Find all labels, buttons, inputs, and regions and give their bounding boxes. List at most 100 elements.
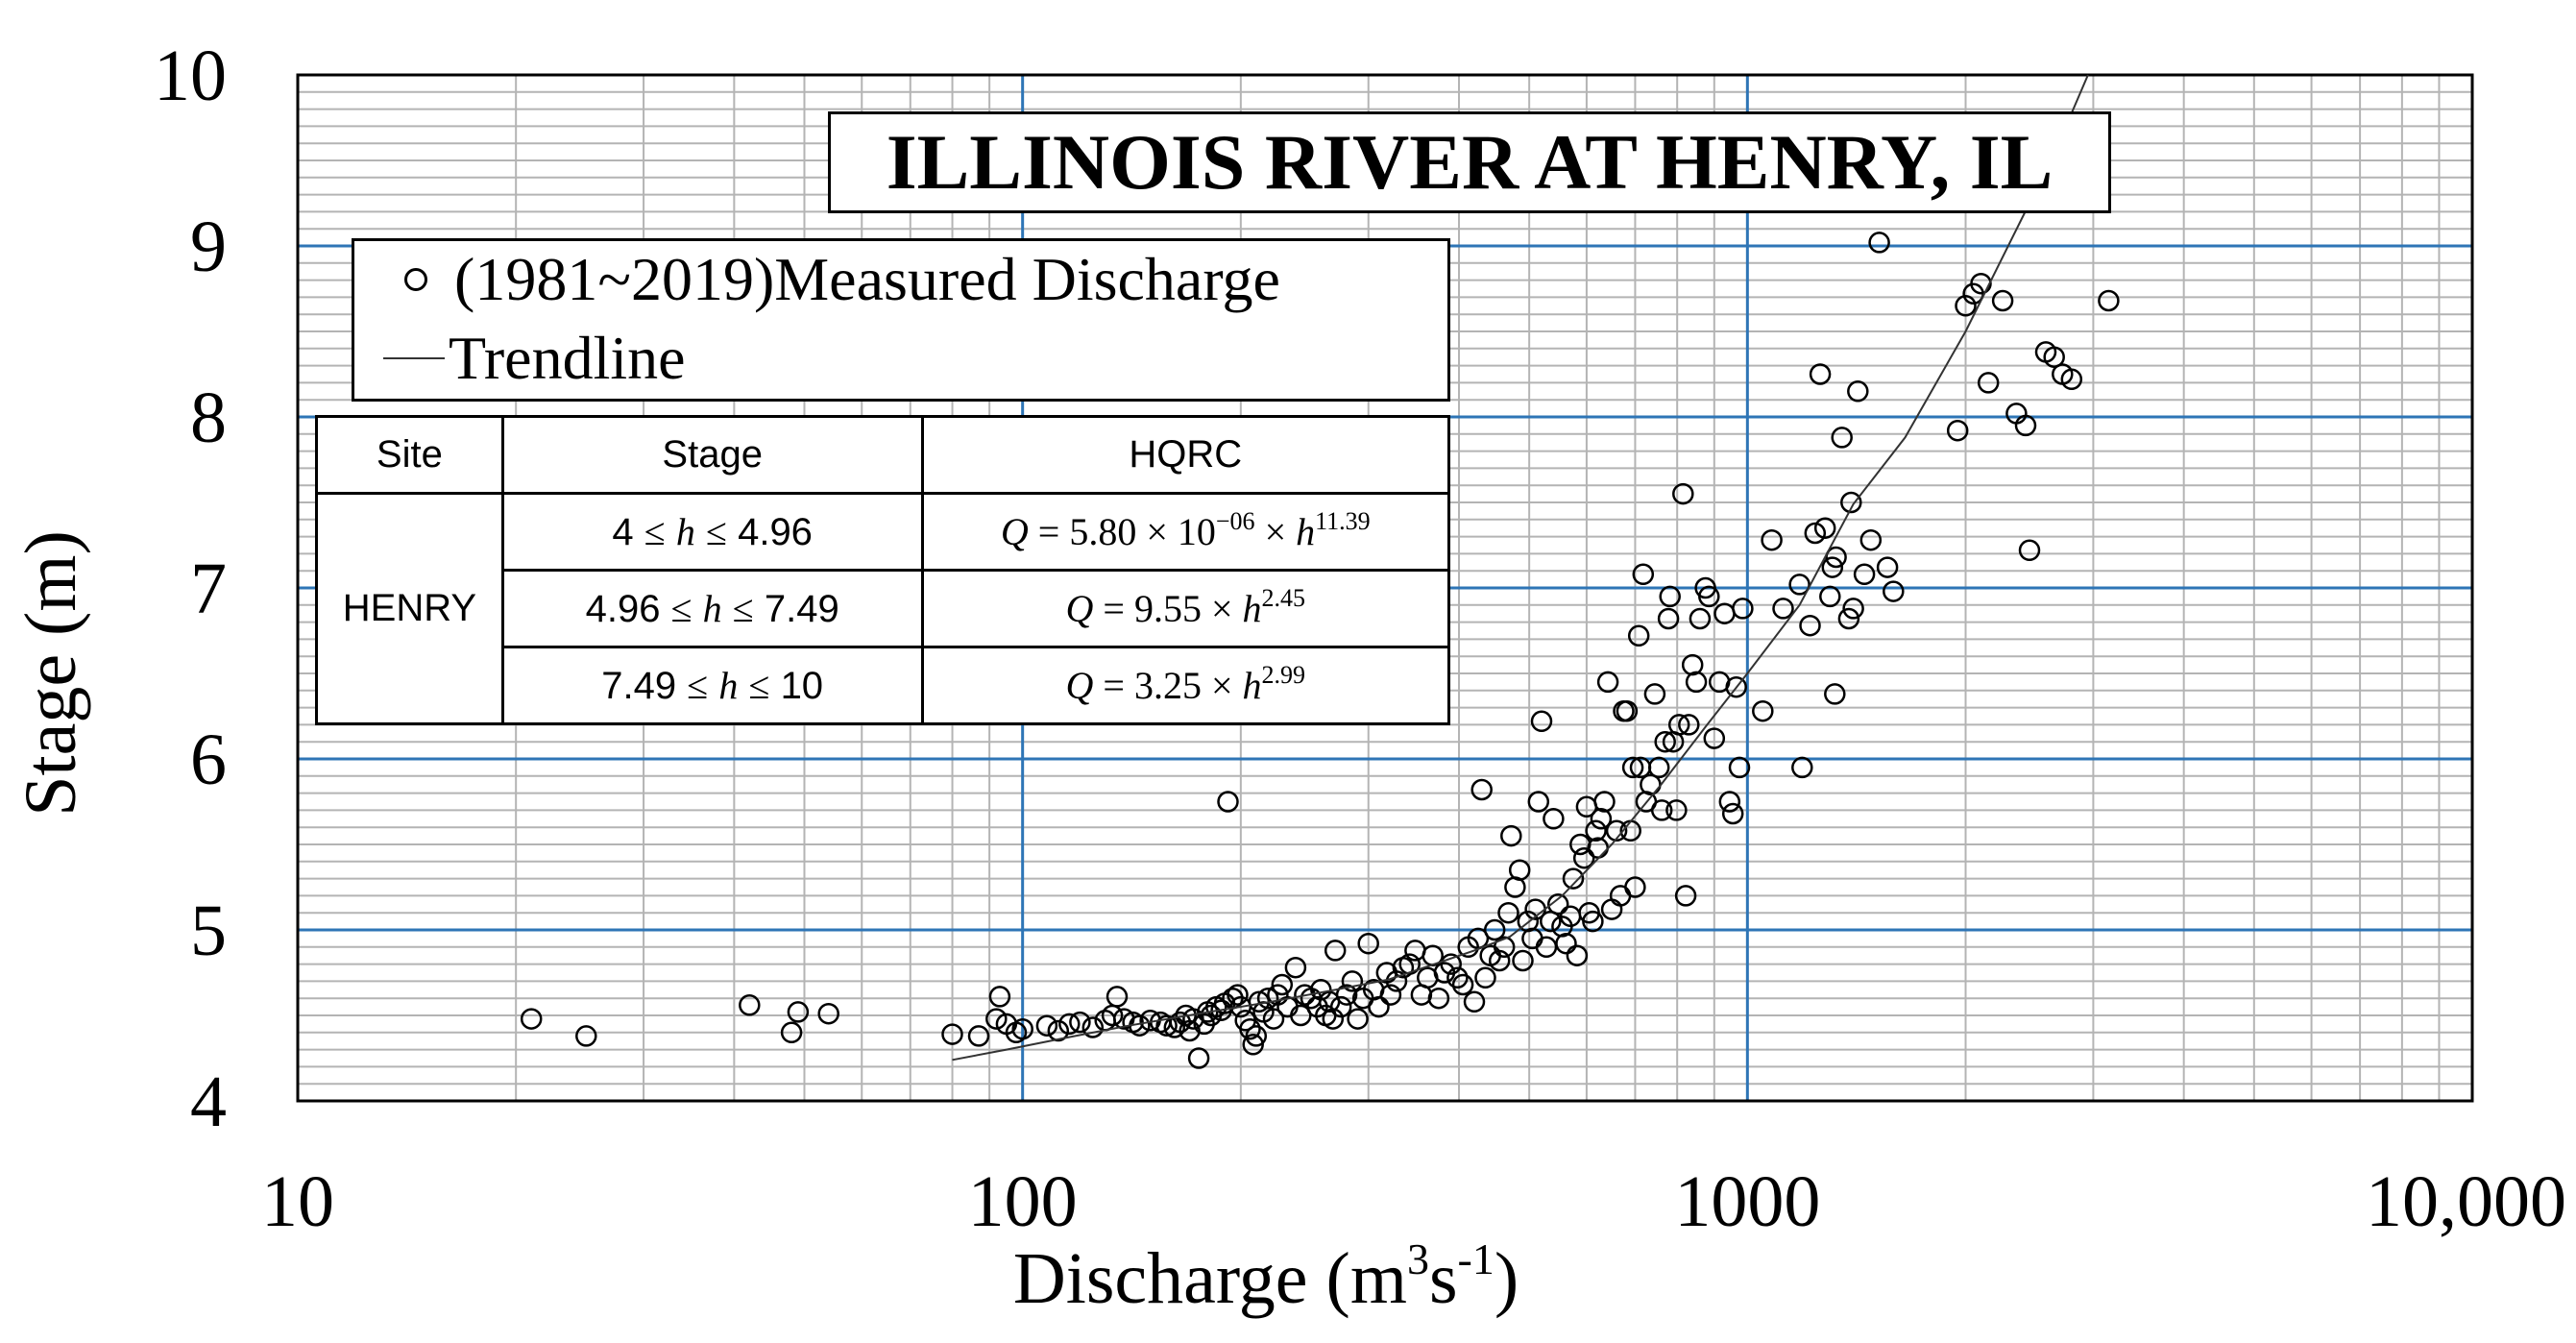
legend-label-measured: (1981~2019)Measured Discharge xyxy=(454,245,1280,313)
scatter-point xyxy=(1035,1014,1058,1037)
scatter-point xyxy=(1840,491,1862,514)
scatter-point xyxy=(985,1008,1008,1030)
scatter-point xyxy=(1721,802,1744,825)
scatter-point xyxy=(1047,1019,1070,1042)
scatter-point xyxy=(1657,607,1680,630)
circle-marker-icon xyxy=(404,268,427,291)
scatter-point xyxy=(1831,427,1853,449)
y-tick-label: 6 xyxy=(190,720,227,800)
scatter-point xyxy=(1368,995,1390,1018)
header-site: Site xyxy=(315,415,504,495)
scatter-point xyxy=(1470,778,1493,801)
scatter-point xyxy=(941,1023,963,1045)
scatter-point xyxy=(1605,819,1628,842)
table-row: 4.96 ≤ h ≤ 7.49 Q = 9.55 × h2.45 xyxy=(317,569,1451,648)
scatter-point xyxy=(1665,799,1688,821)
scatter-point xyxy=(1474,966,1496,989)
scatter-point xyxy=(1385,970,1408,992)
scatter-point xyxy=(2098,289,2120,312)
scatter-point xyxy=(1799,614,1821,637)
scatter-point xyxy=(1446,966,1469,989)
scatter-point xyxy=(1813,517,1836,539)
scatter-point xyxy=(1081,1016,1105,1038)
scatter-point xyxy=(1271,973,1294,996)
scatter-point xyxy=(1155,1014,1178,1037)
scatter-point xyxy=(1659,585,1681,608)
scatter-point xyxy=(1847,380,1869,403)
x-tick-label: 10,000 xyxy=(2366,1161,2566,1242)
scatter-point xyxy=(1650,799,1673,821)
stage-range-cell: 7.49 ≤ h ≤ 10 xyxy=(500,646,924,725)
scatter-point xyxy=(1106,986,1129,1008)
scatter-point xyxy=(1329,995,1352,1018)
scatter-point xyxy=(1256,987,1279,1010)
scatter-point xyxy=(1451,973,1474,996)
scatter-point xyxy=(1883,580,1905,602)
scatter-point xyxy=(2043,346,2065,368)
scatter-point xyxy=(1347,1008,1369,1030)
scatter-point xyxy=(1752,699,1774,722)
scatter-point xyxy=(1600,898,1623,920)
table-row: HENRY 4 ≤ h ≤ 4.96 Q = 5.80 × 10−06 × h1… xyxy=(315,492,1451,725)
hqrc-equation-cell: Q = 5.80 × 10−06 × h11.39 xyxy=(920,492,1451,572)
scatter-point xyxy=(1991,289,2014,312)
header-stage: Stage xyxy=(500,415,924,495)
scatter-point xyxy=(1590,808,1613,830)
scatter-point xyxy=(1546,893,1569,916)
scatter-point xyxy=(1555,932,1577,955)
scatter-point xyxy=(1483,918,1506,941)
legend: (1981~2019)Measured Discharge Trendline xyxy=(352,238,1450,402)
scatter-point xyxy=(1398,953,1421,975)
line-sample-icon xyxy=(383,357,445,359)
scatter-point xyxy=(1678,714,1700,736)
scatter-point xyxy=(1585,819,1607,842)
scatter-point xyxy=(2014,414,2037,437)
site-cell: HENRY xyxy=(315,492,504,725)
scatter-point xyxy=(1821,556,1844,578)
header-hqrc: HQRC xyxy=(920,415,1451,495)
table-header-row: Site Stage HQRC xyxy=(315,415,1451,495)
x-tick-label: 100 xyxy=(968,1161,1078,1242)
stage-range-cell: 4.96 ≤ h ≤ 7.49 xyxy=(500,569,924,648)
scatter-point xyxy=(1672,482,1694,505)
scatter-point xyxy=(1562,867,1585,890)
scatter-point xyxy=(1463,990,1486,1013)
scatter-point xyxy=(1667,714,1690,736)
hqrc-table: Site Stage HQRC HENRY 4 ≤ h ≤ 4.96 Q = 5… xyxy=(315,415,1451,725)
scatter-point xyxy=(1242,1034,1264,1056)
scatter-point xyxy=(1632,563,1655,586)
hqrc-equation-cell: Q = 9.55 × h2.45 xyxy=(920,569,1451,648)
scatter-point xyxy=(817,1002,839,1025)
scatter-point xyxy=(1566,944,1589,966)
scatter-point xyxy=(1732,598,1754,620)
scatter-point xyxy=(1713,602,1736,624)
scatter-point xyxy=(1772,598,1794,620)
scatter-point xyxy=(1977,372,2000,394)
scatter-point xyxy=(1322,1008,1345,1030)
scatter-point xyxy=(1621,756,1644,779)
scatter-point xyxy=(1488,949,1511,972)
scatter-point xyxy=(1643,683,1666,705)
scatter-point xyxy=(1543,808,1565,830)
y-tick-label: 4 xyxy=(190,1062,227,1142)
scatter-point xyxy=(1324,940,1347,962)
trendline-group xyxy=(952,74,2089,1062)
scatter-point xyxy=(1239,1017,1261,1040)
scatter-point xyxy=(1512,949,1534,972)
scatter-point xyxy=(787,1001,810,1023)
scatter-point xyxy=(1217,791,1239,813)
plot-frame xyxy=(296,73,2474,1103)
scatter-point xyxy=(1685,671,1708,694)
y-tick-label: 10 xyxy=(154,36,227,116)
scatter-point xyxy=(1804,522,1827,545)
scatter-point xyxy=(1341,970,1364,992)
scatter-point xyxy=(1788,574,1810,596)
scatter-point xyxy=(1654,730,1676,753)
scatter-point xyxy=(1725,675,1747,698)
scatter-point xyxy=(1069,1011,1091,1034)
scatter-point xyxy=(1335,984,1358,1006)
scatter-point xyxy=(780,1021,803,1044)
y-axis-label: Stage (m) xyxy=(11,530,91,817)
scatter-point xyxy=(1837,607,1860,630)
scatter-point xyxy=(1809,363,1832,385)
